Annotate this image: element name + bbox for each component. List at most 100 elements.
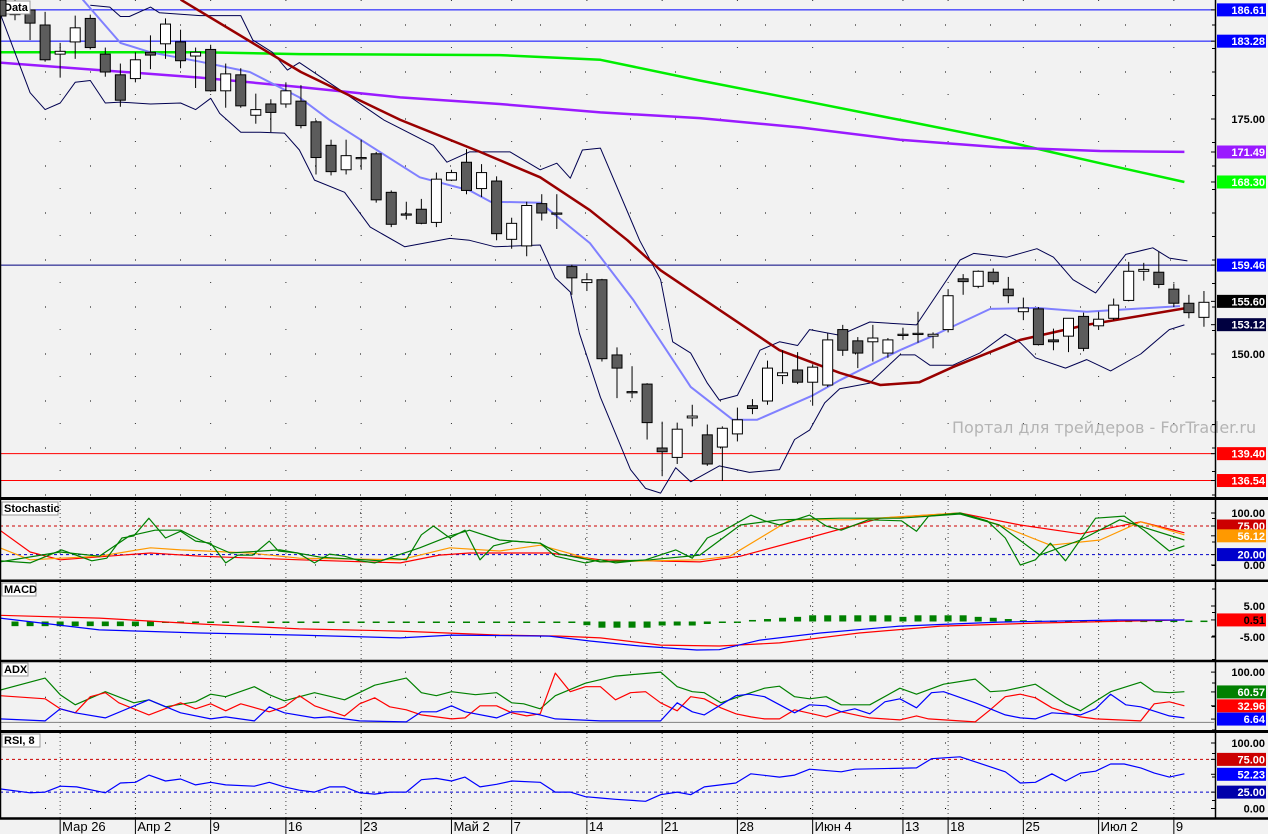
candle[interactable] <box>84 14 96 50</box>
candle[interactable] <box>701 424 713 466</box>
time-label[interactable]: 16 <box>288 819 302 834</box>
axis-label[interactable]: 52.23 <box>1217 767 1266 782</box>
candle[interactable] <box>536 194 548 221</box>
time-label[interactable]: 28 <box>739 819 753 834</box>
candle[interactable] <box>1108 298 1120 321</box>
candle[interactable] <box>295 85 307 129</box>
candle[interactable] <box>506 217 518 249</box>
candle[interactable] <box>1032 307 1044 346</box>
time-label[interactable]: Июл 2 <box>1101 819 1138 834</box>
candle[interactable] <box>1017 297 1029 321</box>
axis-label[interactable]: 5.00 <box>1244 601 1265 613</box>
axis-label[interactable]: 20.00 <box>1217 548 1266 562</box>
candle[interactable] <box>370 151 382 203</box>
axis-label[interactable]: 0.00 <box>1244 560 1265 572</box>
candle[interactable] <box>1123 261 1135 302</box>
candle[interactable] <box>837 324 849 356</box>
candle[interactable] <box>551 194 563 229</box>
time-label[interactable]: 23 <box>363 819 377 834</box>
axis-label[interactable]: 139.40 <box>1217 447 1266 461</box>
candle[interactable] <box>310 119 322 175</box>
candle[interactable] <box>927 332 939 349</box>
candle[interactable] <box>1168 283 1180 308</box>
axis-label[interactable]: 171.49 <box>1217 145 1266 159</box>
candle[interactable] <box>190 47 202 88</box>
candle[interactable] <box>822 333 834 387</box>
candle[interactable] <box>762 360 773 405</box>
time-label[interactable]: 18 <box>950 819 964 834</box>
time-label[interactable]: Мар 26 <box>62 819 106 834</box>
candle[interactable] <box>461 149 472 195</box>
candle[interactable] <box>220 63 232 108</box>
candle[interactable] <box>1078 312 1090 352</box>
candle[interactable] <box>716 426 728 481</box>
candle[interactable] <box>731 407 743 442</box>
axis-label[interactable]: 150.00 <box>1231 349 1265 361</box>
axis-label[interactable]: 175.00 <box>1231 114 1265 126</box>
axis-label[interactable]: 6.64 <box>1217 712 1266 727</box>
time-label[interactable]: Апр 2 <box>137 819 171 834</box>
candle[interactable] <box>521 201 533 257</box>
candle[interactable] <box>160 18 171 59</box>
time-label[interactable]: 9 <box>213 819 220 834</box>
time-axis[interactable]: Мар 26 Апр 2 9 16 23 Май 2 7 14 21 28 Июн 4 13 18 25 И… <box>59 819 1183 834</box>
candle[interactable] <box>385 190 397 228</box>
time-label[interactable]: 9 <box>1176 819 1183 834</box>
candle[interactable] <box>792 352 804 385</box>
axis-label[interactable]: 153.12 <box>1217 318 1266 332</box>
candle[interactable] <box>957 274 969 295</box>
axis-label[interactable]: 100.00 <box>1231 508 1265 520</box>
candle[interactable] <box>114 63 126 107</box>
candle[interactable] <box>671 422 683 464</box>
axis-label[interactable]: 155.60 <box>1217 294 1266 309</box>
axis-label[interactable]: 25.00 <box>1217 785 1266 800</box>
time-label[interactable]: Июн 4 <box>815 819 852 834</box>
candle[interactable] <box>491 176 503 241</box>
axis-label[interactable]: 168.30 <box>1217 175 1266 189</box>
candle[interactable] <box>415 198 427 225</box>
candle[interactable] <box>596 278 608 362</box>
candle[interactable] <box>912 311 924 343</box>
candle[interactable] <box>476 164 488 198</box>
time-label[interactable]: 13 <box>905 819 919 834</box>
candle[interactable] <box>1183 294 1195 319</box>
time-label[interactable]: 7 <box>514 819 521 834</box>
axis-label[interactable]: 186.61 <box>1217 3 1266 17</box>
time-label[interactable]: Май 2 <box>453 819 489 834</box>
candle[interactable] <box>1198 291 1210 327</box>
candle[interactable] <box>445 169 457 182</box>
candle[interactable] <box>942 289 954 333</box>
adx-pane[interactable] <box>0 671 1214 723</box>
price-pane[interactable] <box>0 0 1214 494</box>
candle[interactable] <box>129 52 141 83</box>
candle[interactable] <box>265 99 277 133</box>
rsi-pane[interactable] <box>0 756 1214 802</box>
price-axis[interactable]: 186.61 183.28 175.00 171.49 168.30 159.46 155.… <box>1211 3 1266 816</box>
candle[interactable] <box>99 47 111 77</box>
candle[interactable] <box>355 139 367 170</box>
candle[interactable] <box>175 29 187 69</box>
axis-label[interactable]: 136.54 <box>1217 474 1266 488</box>
candle[interactable] <box>1153 251 1165 289</box>
candle[interactable] <box>611 347 623 399</box>
candle[interactable] <box>626 366 638 399</box>
candle[interactable] <box>1063 317 1074 353</box>
macd-pane[interactable] <box>0 614 1208 651</box>
axis-label[interactable]: 0.00 <box>1244 804 1265 816</box>
candle[interactable] <box>144 35 156 70</box>
candle[interactable] <box>39 11 51 62</box>
axis-label[interactable]: 100.00 <box>1231 738 1265 750</box>
time-label[interactable]: 25 <box>1025 819 1039 834</box>
time-label[interactable]: 21 <box>664 819 678 834</box>
candle[interactable] <box>867 324 879 362</box>
candle[interactable] <box>1093 311 1105 330</box>
candle[interactable] <box>69 15 81 59</box>
candle[interactable] <box>325 139 337 176</box>
stochastic-pane[interactable] <box>0 512 1214 566</box>
candle[interactable] <box>430 172 442 228</box>
candle[interactable] <box>54 42 66 78</box>
candle[interactable] <box>1002 276 1014 304</box>
axis-label[interactable]: 159.46 <box>1217 258 1266 273</box>
candle[interactable] <box>581 273 593 292</box>
axis-label[interactable]: 60.57 <box>1217 685 1266 699</box>
